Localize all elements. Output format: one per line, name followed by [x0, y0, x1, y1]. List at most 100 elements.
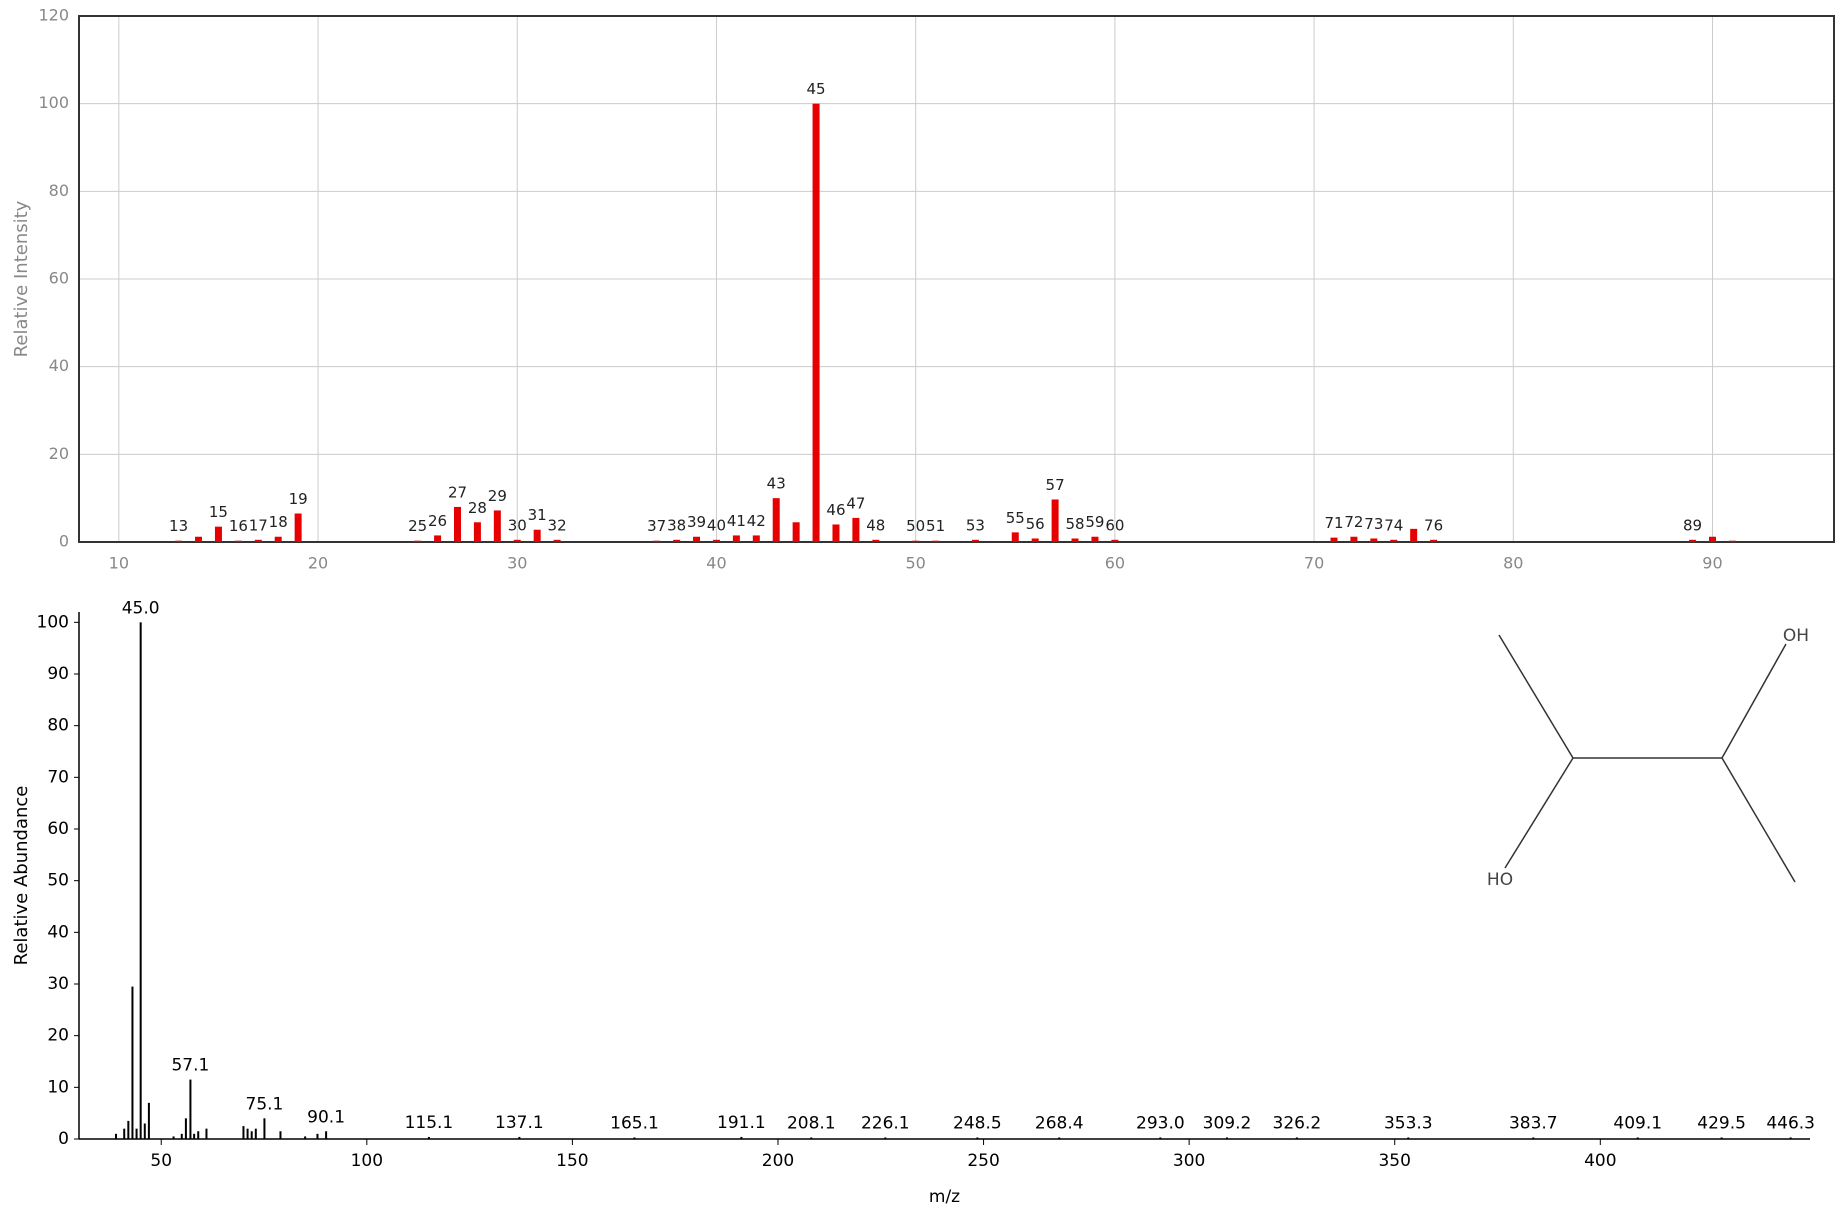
bond — [1504, 757, 1574, 869]
bar — [1708, 536, 1716, 542]
peak-label: 293.0 — [1136, 1113, 1185, 1133]
peak-label: 17 — [249, 516, 268, 534]
x-tick-label: 50 — [150, 1151, 172, 1171]
bar — [246, 1128, 249, 1139]
bar — [242, 1126, 245, 1139]
bar — [254, 539, 262, 542]
bar — [518, 1136, 521, 1139]
peak-label: 55 — [1006, 509, 1025, 527]
bar — [123, 1128, 126, 1139]
peak-label: 16 — [229, 517, 248, 535]
bar — [1532, 1137, 1535, 1139]
x-tick-label: 250 — [967, 1151, 999, 1171]
atom-label: OH — [1783, 626, 1809, 646]
bar — [553, 539, 561, 542]
y-tick-label: 70 — [47, 767, 69, 787]
peak-label: 37 — [647, 517, 666, 535]
bar — [1350, 536, 1358, 542]
y-tick-label: 20 — [47, 1026, 69, 1046]
bar — [127, 1120, 130, 1139]
peak-label: 13 — [169, 517, 188, 535]
x-tick-label: 150 — [556, 1151, 588, 1171]
x-tick-label: 30 — [507, 554, 527, 573]
x-tick-label: 10 — [109, 554, 129, 573]
bar — [250, 1131, 253, 1139]
x-tick-label: 20 — [308, 554, 328, 573]
x-tick-label: 100 — [351, 1151, 383, 1171]
peak-label: 45 — [807, 80, 826, 98]
bar — [263, 1118, 266, 1139]
bar — [473, 522, 481, 542]
bar — [976, 1137, 979, 1139]
peak-label: 57.1 — [171, 1056, 209, 1076]
x-tick-label: 350 — [1378, 1151, 1410, 1171]
peak-label: 38 — [667, 516, 686, 534]
bar — [1111, 539, 1119, 542]
peak-label: 89 — [1683, 516, 1702, 534]
peak-label: 15 — [209, 503, 228, 521]
peak-label: 58 — [1065, 515, 1084, 533]
y-tick-label: 100 — [38, 93, 69, 112]
peak-label: 75.1 — [246, 1094, 284, 1114]
x-tick-label: 70 — [1304, 554, 1324, 573]
bar — [294, 513, 302, 542]
bar — [812, 103, 820, 543]
bar — [932, 540, 940, 542]
bar — [912, 540, 920, 542]
x-tick-label: 400 — [1584, 1151, 1616, 1171]
peak-label: 191.1 — [717, 1113, 766, 1133]
bar — [453, 506, 461, 542]
bar — [193, 1133, 196, 1139]
bar — [254, 1128, 257, 1139]
peak-label: 53 — [966, 516, 985, 534]
bar — [1330, 537, 1338, 542]
bar — [195, 536, 203, 542]
bar — [143, 1123, 146, 1139]
bar — [184, 1118, 187, 1139]
bar — [172, 1136, 175, 1139]
peak-label: 60 — [1105, 516, 1124, 534]
y-tick-label: 120 — [38, 6, 69, 25]
peak-label: 57 — [1046, 476, 1065, 494]
peak-label: 48 — [866, 516, 885, 534]
bar — [971, 539, 979, 542]
bar — [712, 539, 720, 542]
bar — [325, 1131, 328, 1139]
peak-label: 226.1 — [861, 1113, 910, 1133]
x-tick-label: 90 — [1702, 554, 1722, 573]
bar — [414, 540, 422, 542]
peak-label: 50 — [906, 517, 925, 535]
bar — [135, 1128, 138, 1139]
peak-label: 76 — [1424, 516, 1443, 534]
y-axis-label: Relative Abundance — [11, 786, 32, 966]
peak-label: 47 — [846, 494, 865, 512]
x-tick-label: 300 — [1173, 1151, 1205, 1171]
y-tick-label: 60 — [47, 819, 69, 839]
peak-label: 268.4 — [1035, 1113, 1084, 1133]
y-tick-label: 0 — [58, 1129, 69, 1149]
x-tick-label: 50 — [905, 554, 925, 573]
peak-label: 43 — [767, 475, 786, 493]
bar — [175, 540, 183, 542]
peak-label: 27 — [448, 483, 467, 501]
peak-label: 46 — [826, 501, 845, 519]
bar — [693, 536, 701, 542]
x-tick-label: 200 — [762, 1151, 794, 1171]
peak-label: 56 — [1026, 515, 1045, 533]
peak-label: 90.1 — [307, 1107, 345, 1127]
y-tick-label: 20 — [49, 444, 69, 463]
bar — [653, 540, 661, 542]
bar — [852, 517, 860, 542]
bar — [131, 986, 134, 1139]
bar — [673, 539, 681, 542]
bar — [872, 539, 880, 542]
bar — [1031, 538, 1039, 542]
peak-label: 29 — [488, 487, 507, 505]
peak-label: 32 — [548, 516, 567, 534]
peak-label: 165.1 — [610, 1113, 659, 1133]
peak-label: 446.3 — [1766, 1113, 1815, 1133]
bar — [1295, 1137, 1298, 1139]
bar — [316, 1133, 319, 1139]
bar — [1051, 499, 1059, 542]
